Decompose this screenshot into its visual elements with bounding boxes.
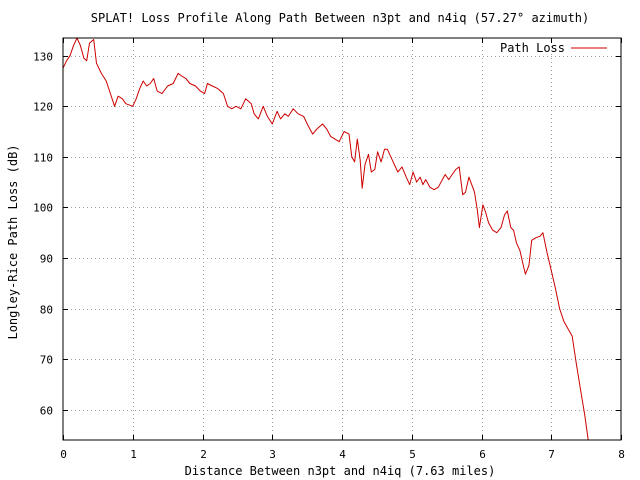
x-tick-label: 5 bbox=[409, 448, 416, 461]
chart-title: SPLAT! Loss Profile Along Path Between n… bbox=[91, 11, 590, 25]
grid bbox=[63, 38, 621, 440]
legend-label: Path Loss bbox=[500, 41, 565, 55]
x-tick-label: 8 bbox=[618, 448, 625, 461]
y-tick-label: 90 bbox=[40, 253, 53, 266]
y-tick-label: 130 bbox=[33, 51, 53, 64]
y-axis-title: Longley-Rice Path Loss (dB) bbox=[6, 144, 20, 339]
x-tick-label: 2 bbox=[200, 448, 207, 461]
x-axis-title: Distance Between n3pt and n4iq (7.63 mil… bbox=[185, 464, 496, 478]
x-tick-label: 3 bbox=[269, 448, 276, 461]
y-tick-label: 70 bbox=[40, 354, 53, 367]
x-tick-label: 6 bbox=[479, 448, 486, 461]
series-layer bbox=[62, 37, 589, 441]
x-tick-label: 1 bbox=[130, 448, 137, 461]
y-tick-label: 80 bbox=[40, 304, 53, 317]
x-tick-label: 4 bbox=[339, 448, 346, 461]
x-tick-label: 0 bbox=[60, 448, 67, 461]
y-tick-label: 100 bbox=[33, 202, 53, 215]
x-tick-label: 7 bbox=[548, 448, 555, 461]
y-tick-label: 120 bbox=[33, 101, 53, 114]
tick-labels: 0 1 2 3 4 5 6 7 8 60 70 80 90 100 110 120 130 bbox=[33, 51, 625, 462]
legend: Path Loss bbox=[500, 41, 607, 55]
series-line-path-loss bbox=[62, 37, 589, 441]
y-tick-label: 110 bbox=[33, 152, 53, 165]
y-tick-label: 60 bbox=[40, 405, 53, 418]
plot-frame bbox=[62, 37, 622, 441]
